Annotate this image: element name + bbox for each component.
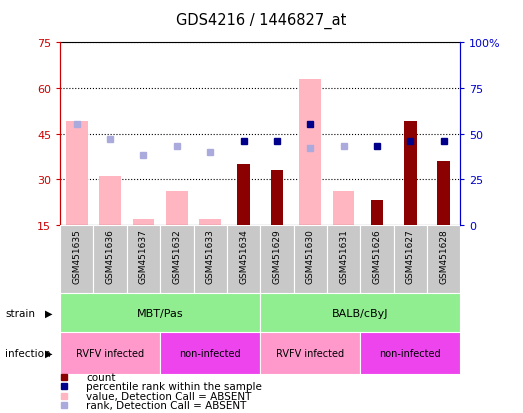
Text: strain: strain (5, 308, 35, 318)
Bar (260, 293, 460, 332)
Bar (94, 225, 127, 293)
Bar (160, 225, 194, 293)
Bar (194, 225, 227, 293)
Text: percentile rank within the sample: percentile rank within the sample (86, 381, 262, 391)
Text: GSM451628: GSM451628 (439, 228, 448, 283)
Bar (60, 225, 94, 293)
Bar (199, 219, 221, 225)
Text: GSM451637: GSM451637 (139, 228, 148, 283)
Bar (99, 177, 121, 225)
Text: GSM451629: GSM451629 (272, 228, 281, 283)
Text: GSM451627: GSM451627 (406, 228, 415, 283)
Bar (227, 225, 260, 293)
Bar (60, 293, 260, 332)
Text: GSM451630: GSM451630 (306, 228, 315, 283)
Bar (333, 192, 355, 225)
Text: GDS4216 / 1446827_at: GDS4216 / 1446827_at (176, 12, 347, 28)
Text: GSM451626: GSM451626 (372, 228, 381, 283)
Text: GSM451631: GSM451631 (339, 228, 348, 283)
Bar (293, 225, 327, 293)
Text: GSM451633: GSM451633 (206, 228, 214, 283)
Bar (66, 122, 88, 225)
Text: GSM451635: GSM451635 (72, 228, 81, 283)
Text: non-infected: non-infected (379, 348, 441, 358)
Bar (260, 332, 360, 374)
Text: GSM451632: GSM451632 (173, 228, 181, 283)
Text: ▶: ▶ (45, 348, 52, 358)
Bar (127, 225, 160, 293)
Bar (60, 332, 160, 374)
Text: MBT/Pas: MBT/Pas (137, 308, 184, 318)
Text: ▶: ▶ (45, 308, 52, 318)
Bar (371, 201, 383, 225)
Text: non-infected: non-infected (179, 348, 241, 358)
Text: RVFV infected: RVFV infected (76, 348, 144, 358)
Bar (299, 80, 321, 225)
Bar (327, 225, 360, 293)
Bar (394, 225, 427, 293)
Bar (360, 332, 460, 374)
Text: BALB/cByJ: BALB/cByJ (332, 308, 389, 318)
Text: value, Detection Call = ABSENT: value, Detection Call = ABSENT (86, 391, 252, 401)
Bar (360, 225, 393, 293)
Bar (237, 164, 250, 225)
Bar (404, 122, 416, 225)
Text: GSM451636: GSM451636 (106, 228, 115, 283)
Bar (260, 225, 293, 293)
Text: count: count (86, 372, 116, 382)
Text: RVFV infected: RVFV infected (276, 348, 344, 358)
Text: infection: infection (5, 348, 51, 358)
Bar (437, 161, 450, 225)
Bar (160, 332, 260, 374)
Bar (166, 192, 188, 225)
Bar (270, 171, 283, 225)
Text: rank, Detection Call = ABSENT: rank, Detection Call = ABSENT (86, 400, 246, 410)
Bar (133, 219, 154, 225)
Text: GSM451634: GSM451634 (239, 228, 248, 283)
Bar (427, 225, 460, 293)
